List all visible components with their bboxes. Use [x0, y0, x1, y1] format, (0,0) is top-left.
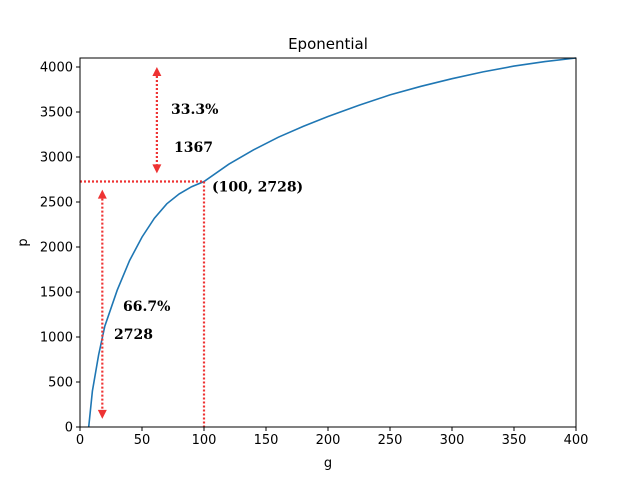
- x-tick-label: 350: [502, 433, 527, 448]
- y-tick-label: 500: [48, 376, 73, 391]
- x-tick-label: 50: [134, 433, 151, 448]
- y-tick-label: 2500: [40, 196, 73, 211]
- y-tick-label: 0: [65, 421, 73, 436]
- annotations: (100, 2728) 33.3% 1367 66.7% 2728: [80, 67, 303, 427]
- lower-percent-label: 66.7%: [123, 299, 170, 315]
- upper-value-label: 1367: [174, 140, 213, 156]
- lower-range-arrow-head-up: [97, 189, 107, 199]
- x-tick-label: 200: [316, 433, 341, 448]
- y-tick-label: 3000: [40, 151, 73, 166]
- plot-area: [87, 57, 577, 428]
- plot-frame: [79, 57, 577, 428]
- series-line: [87, 57, 577, 428]
- y-axis-label: p: [16, 238, 31, 246]
- upper-range-arrow-head-up: [152, 67, 162, 76]
- lower-value-label: 2728: [114, 327, 153, 343]
- upper-range-arrow-head-down: [152, 164, 162, 174]
- x-tick-label: 0: [76, 433, 84, 448]
- x-tick-label: 250: [378, 433, 403, 448]
- x-axis-label: g: [324, 456, 332, 471]
- x-tick-label: 400: [564, 433, 589, 448]
- upper-percent-label: 33.3%: [171, 102, 218, 118]
- chart-title: Eponential: [288, 35, 368, 53]
- y-tick-label: 1000: [40, 331, 73, 346]
- x-tick-label: 300: [440, 433, 465, 448]
- lower-range-arrow-head-down: [97, 409, 107, 419]
- y-tick-label: 3500: [40, 106, 73, 121]
- y-tick-label: 4000: [40, 61, 73, 76]
- x-tick-label: 150: [254, 433, 279, 448]
- y-tick-label: 1500: [40, 286, 73, 301]
- y-tick-label: 2000: [40, 241, 73, 256]
- axis-ticks: 0 50 100 150 200 250 300 350 4000500100015002000…: [40, 61, 589, 449]
- x-tick-label: 100: [192, 433, 217, 448]
- point-label: (100, 2728): [212, 179, 303, 195]
